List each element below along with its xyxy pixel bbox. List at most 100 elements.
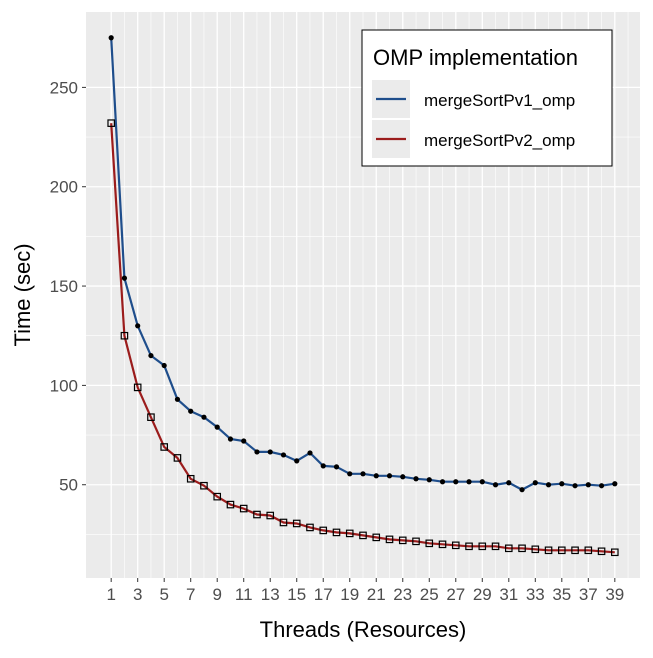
data-point bbox=[532, 480, 538, 486]
data-point bbox=[438, 540, 447, 549]
data-point bbox=[425, 539, 434, 548]
y-axis-label: Time (sec) bbox=[10, 243, 35, 346]
data-point bbox=[385, 535, 394, 544]
data-point bbox=[306, 523, 314, 532]
data-point bbox=[120, 331, 129, 340]
data-point bbox=[320, 463, 326, 469]
data-point bbox=[585, 482, 591, 488]
y-tick-label: 250 bbox=[50, 78, 78, 97]
data-point bbox=[519, 487, 525, 493]
data-point bbox=[226, 500, 235, 509]
data-point bbox=[173, 454, 182, 462]
x-tick-label: 1 bbox=[106, 585, 115, 604]
data-point bbox=[292, 519, 301, 528]
data-point bbox=[426, 477, 432, 483]
data-point bbox=[200, 481, 208, 490]
data-point bbox=[598, 483, 605, 489]
x-tick-label: 15 bbox=[287, 585, 306, 604]
series-points bbox=[107, 35, 619, 557]
data-point bbox=[559, 481, 565, 487]
x-axis-label: Threads (Resources) bbox=[260, 617, 467, 642]
x-tick-label: 17 bbox=[314, 585, 333, 604]
x-tick-label: 3 bbox=[133, 585, 142, 604]
x-axis-ticks: 1 3 5 7 9 11 13 15 17 19 21 23 25 27 29 31 33 35 37 39 bbox=[106, 578, 624, 604]
data-point bbox=[465, 542, 473, 551]
data-point bbox=[214, 424, 220, 430]
data-point bbox=[107, 119, 115, 127]
data-point bbox=[174, 396, 181, 402]
data-point bbox=[571, 546, 579, 555]
data-point bbox=[572, 483, 578, 489]
x-tick-label: 33 bbox=[526, 585, 545, 604]
data-point bbox=[545, 482, 552, 488]
data-point bbox=[279, 518, 288, 527]
data-point bbox=[241, 438, 247, 444]
data-point bbox=[161, 362, 167, 369]
x-tick-label: 31 bbox=[499, 585, 518, 604]
x-tick-label: 13 bbox=[261, 585, 280, 604]
data-point bbox=[544, 546, 553, 555]
data-point bbox=[253, 510, 261, 519]
data-point bbox=[345, 529, 354, 538]
data-point bbox=[611, 548, 619, 557]
x-tick-label: 25 bbox=[420, 585, 439, 604]
data-point bbox=[147, 413, 155, 421]
data-point bbox=[504, 544, 513, 553]
data-point bbox=[597, 547, 606, 556]
data-point bbox=[491, 542, 500, 551]
data-point bbox=[239, 504, 248, 513]
x-tick-label: 39 bbox=[605, 585, 624, 604]
x-tick-label: 37 bbox=[579, 585, 598, 604]
x-tick-label: 5 bbox=[159, 585, 168, 604]
x-tick-label: 7 bbox=[186, 585, 195, 604]
x-tick-label: 35 bbox=[552, 585, 571, 604]
data-point bbox=[360, 471, 366, 477]
data-point bbox=[160, 443, 168, 451]
data-point bbox=[398, 536, 407, 545]
legend-label: mergeSortPv2_omp bbox=[424, 131, 575, 150]
data-point bbox=[280, 452, 287, 458]
legend-title: OMP implementation bbox=[373, 45, 578, 70]
data-point bbox=[412, 537, 420, 546]
x-tick-label: 11 bbox=[235, 585, 253, 604]
y-tick-label: 150 bbox=[50, 277, 78, 296]
data-point bbox=[135, 323, 141, 329]
data-point bbox=[121, 275, 128, 281]
y-tick-label: 100 bbox=[50, 376, 78, 395]
x-tick-label: 27 bbox=[446, 585, 465, 604]
data-point bbox=[492, 482, 499, 488]
data-point bbox=[186, 474, 195, 483]
y-tick-label: 200 bbox=[50, 178, 78, 197]
data-point bbox=[506, 480, 512, 486]
data-point bbox=[294, 458, 300, 464]
data-point bbox=[558, 546, 566, 555]
data-point bbox=[133, 383, 142, 392]
data-point bbox=[188, 408, 194, 414]
data-point bbox=[612, 481, 618, 487]
data-point bbox=[148, 352, 154, 359]
data-point bbox=[333, 464, 340, 470]
data-point bbox=[518, 544, 526, 553]
data-point bbox=[227, 436, 234, 442]
data-point bbox=[347, 471, 353, 477]
series-line-mergeSortPv2_omp bbox=[110, 123, 615, 554]
x-tick-label: 19 bbox=[340, 585, 359, 604]
data-point bbox=[386, 473, 393, 479]
data-point bbox=[108, 35, 114, 41]
x-tick-label: 21 bbox=[367, 585, 386, 604]
data-point bbox=[332, 528, 341, 537]
data-point bbox=[400, 474, 406, 480]
data-point bbox=[201, 414, 207, 420]
data-point bbox=[413, 476, 419, 482]
data-point bbox=[254, 449, 260, 455]
data-point bbox=[453, 479, 459, 485]
data-point bbox=[372, 533, 381, 542]
y-axis-ticks: 50 100 150 200 250 bbox=[50, 78, 86, 495]
data-point bbox=[213, 492, 222, 501]
x-tick-label: 29 bbox=[473, 585, 492, 604]
legend-label: mergeSortPv1_omp bbox=[424, 91, 575, 110]
data-point bbox=[466, 479, 472, 485]
y-tick-label: 50 bbox=[59, 476, 78, 495]
x-tick-label: 9 bbox=[212, 585, 221, 604]
